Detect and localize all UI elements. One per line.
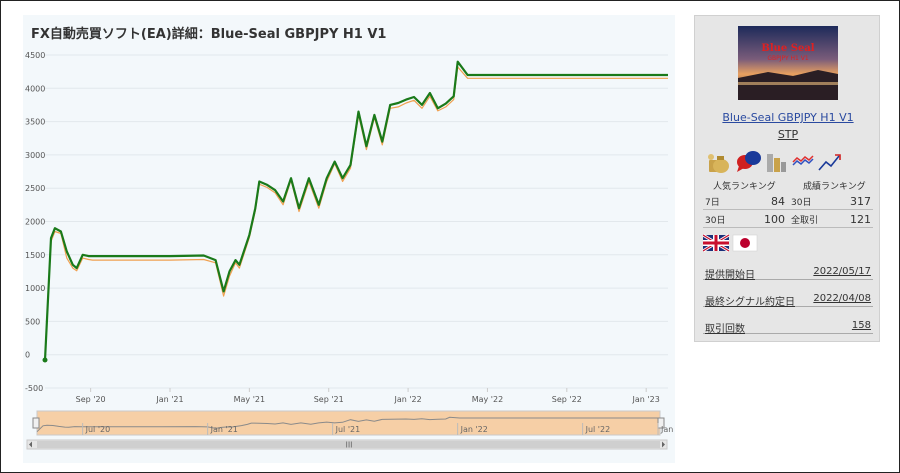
start-date-label[interactable]: 提供開始日 <box>705 270 755 281</box>
last-signal-row[interactable]: 最終シグナル約定日 2022/04/08 <box>703 289 873 308</box>
candlestick-icon <box>792 155 814 166</box>
rank-value: 317 <box>850 195 871 208</box>
rank-period-label: 30日 <box>791 198 812 208</box>
performance-rank-heading: 成績ランキング <box>803 182 866 192</box>
navigator-tick-label: Jul '22 <box>585 425 611 434</box>
scroll-left-arrow-icon[interactable] <box>29 441 32 448</box>
x-tick-label: May '21 <box>234 395 265 404</box>
thumb-subtitle: GBPJPY H1 V1 <box>767 55 809 62</box>
scrollbar-grip: III <box>345 441 352 450</box>
navigator-area[interactable] <box>36 410 661 436</box>
popular-rank-heading: 人気ランキング <box>713 182 776 192</box>
ea-info-panel: Blue Seal GBPJPY H1 V1 Blue-Seal GBPJPY … <box>694 15 880 342</box>
navigator-series-line <box>36 416 660 433</box>
y-tick-label: 3500 <box>25 118 45 127</box>
y-tick-label: 0 <box>25 351 30 360</box>
series-start-marker <box>42 357 48 363</box>
y-tick-label: 2500 <box>25 184 45 193</box>
equity-chart[interactable]: 4500 4000 3500 3000 2500 2000 1500 1000 500 0 -500… <box>23 15 675 463</box>
rank-value: 121 <box>850 213 871 226</box>
navigator-tick-label: Jan '22 <box>460 425 488 434</box>
navigator-tick-label: Jul '20 <box>85 425 111 434</box>
chat-bubbles-icon <box>737 151 761 172</box>
x-tick-label: Jan '21 <box>155 395 183 404</box>
x-tick-label: Sep '20 <box>76 395 106 404</box>
navigator-tick-label: Jan '2 <box>660 425 675 434</box>
start-date-row[interactable]: 提供開始日 2022/05/17 <box>703 262 873 281</box>
y-tick-label: 500 <box>25 317 40 326</box>
trade-count-label[interactable]: 取引回数 <box>705 324 745 335</box>
money-bag-icon <box>708 154 729 173</box>
trade-count-row[interactable]: 取引回数 158 <box>703 316 873 335</box>
coins-icon <box>767 154 786 172</box>
feature-icons <box>708 151 841 173</box>
rank-value: 100 <box>764 213 785 226</box>
y-tick-label: 4000 <box>25 84 45 93</box>
language-flags <box>703 234 758 252</box>
ea-name-link[interactable]: Blue-Seal GBPJPY H1 V1 <box>722 111 854 124</box>
rank-period-label: 7日 <box>705 198 720 208</box>
navigator-tick-label: Jan '21 <box>210 425 238 434</box>
navigator-left-handle[interactable] <box>32 417 40 429</box>
japan-flag-icon[interactable] <box>732 234 758 252</box>
ea-thumbnail[interactable]: Blue Seal GBPJPY H1 V1 <box>738 26 838 100</box>
start-date-value: 2022/05/17 <box>813 266 871 277</box>
rank-value: 84 <box>771 195 785 208</box>
scrollbar-thumb[interactable] <box>37 441 660 448</box>
navigator-tick-label: Jul '21 <box>335 425 361 434</box>
ranking-row: 30日 100 全取引 121 <box>703 210 873 228</box>
last-signal-value: 2022/04/08 <box>813 293 871 304</box>
ranking-row: 7日 84 30日 317 <box>703 192 873 210</box>
thumb-title: Blue Seal <box>761 43 815 54</box>
rank-period-label: 全取引 <box>791 216 819 226</box>
sunset-image-icon <box>738 26 838 100</box>
trend-up-icon <box>818 154 841 171</box>
x-tick-label: Sep '22 <box>552 395 582 404</box>
y-tick-label: 4500 <box>25 51 45 60</box>
x-tick-label: May '22 <box>472 395 503 404</box>
y-tick-label: -500 <box>25 384 43 393</box>
uk-flag-icon[interactable] <box>703 234 730 252</box>
x-tick-label: Jan '23 <box>632 395 660 404</box>
y-tick-label: 1500 <box>25 251 45 260</box>
x-tick-label: Sep '21 <box>314 395 344 404</box>
last-signal-label[interactable]: 最終シグナル約定日 <box>705 297 795 308</box>
series-line-green <box>43 60 668 361</box>
y-tick-label: 3000 <box>25 151 45 160</box>
chart-panel: 4500 4000 3500 3000 2500 2000 1500 1000 500 0 -500… <box>23 15 675 463</box>
y-tick-label: 2000 <box>25 218 45 227</box>
ranking-table: 7日 84 30日 317 30日 100 全取引 121 <box>703 192 873 228</box>
rank-period-label: 30日 <box>705 216 726 226</box>
chart-title: FX自動売買ソフト(EA)詳細：Blue-Seal GBPJPY H1 V1 <box>31 27 387 42</box>
y-tick-label: 1000 <box>25 284 45 293</box>
x-tick-label: Jan '22 <box>393 395 421 404</box>
trade-count-value: 158 <box>851 320 871 331</box>
ea-type-label: STP <box>777 128 799 141</box>
scroll-right-arrow-icon[interactable] <box>662 441 665 448</box>
series-line-orange <box>44 66 668 361</box>
